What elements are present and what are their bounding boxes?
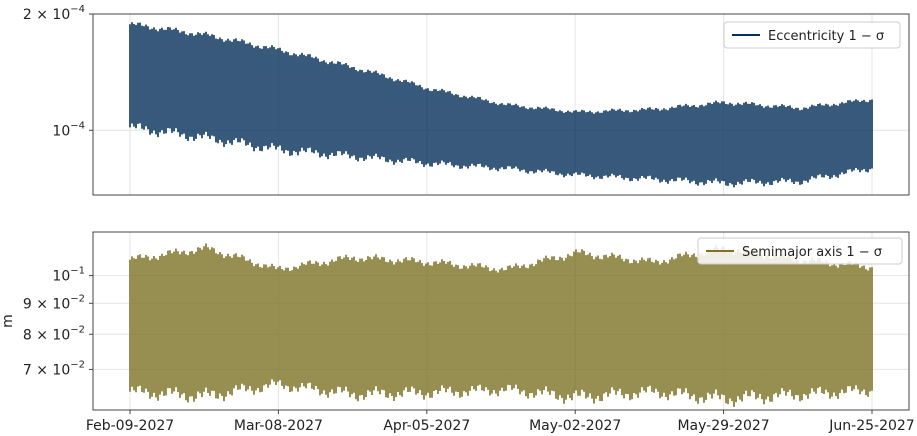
- axes-frame: [92, 13, 910, 196]
- legend-box: [723, 21, 901, 49]
- legend-label: Eccentricity 1 − σ: [768, 29, 884, 44]
- legend-label: Semimajor axis 1 − σ: [742, 245, 882, 260]
- x-tick-label: Mar-08-2027: [234, 418, 323, 434]
- axes-frame: [92, 231, 910, 411]
- y-axis-label: m: [0, 314, 16, 328]
- x-tick-label: Apr-05-2027: [383, 418, 470, 434]
- y-ticks: 10−1 9 × 10−2 8 × 10−2 7 × 10−2: [23, 266, 93, 378]
- eccentricity-series: [129, 22, 873, 188]
- x-tick-label: Feb-09-2027: [86, 418, 174, 434]
- y-tick-label: 10−4: [52, 120, 85, 139]
- y-tick-label: 9 × 10−2: [23, 293, 85, 312]
- x-tick-label: May-02-2027: [529, 418, 621, 434]
- x-tick-label: Jun-25-2027: [828, 418, 914, 434]
- legend: Eccentricity 1 − σ: [723, 21, 901, 49]
- y-tick-label: 7 × 10−2: [23, 359, 85, 378]
- legend-box: [697, 237, 903, 265]
- y-tick-label: 10−1: [52, 266, 85, 285]
- x-tick-label: May-29-2027: [677, 418, 769, 434]
- series-line: [129, 22, 873, 188]
- semimajor-axis-series: [129, 243, 873, 407]
- semimajor-axis-panel: 10−1 9 × 10−2 8 × 10−2 7 × 10−2 Feb-09-2027…: [0, 231, 915, 434]
- legend: Semimajor axis 1 − σ: [697, 237, 903, 265]
- y-tick-label: 8 × 10−2: [23, 324, 85, 343]
- y-ticks: 2 × 10−4 10−4: [23, 4, 93, 139]
- x-ticks: Feb-09-2027 Mar-08-2027 Apr-05-2027 May-02-…: [86, 410, 915, 434]
- series-line: [129, 243, 873, 407]
- y-tick-label: 2 × 10−4: [23, 4, 85, 23]
- eccentricity-panel: 2 × 10−4 10−4 Eccentricity 1 − σ: [23, 4, 910, 196]
